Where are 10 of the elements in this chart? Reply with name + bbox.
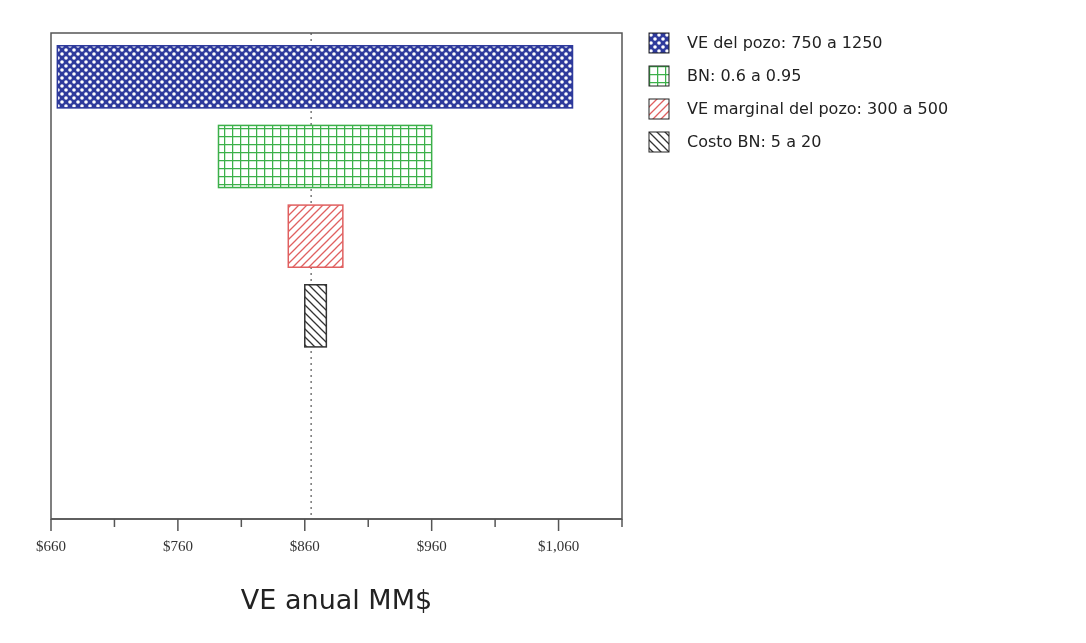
x-tick-label: $960 (416, 538, 447, 554)
x-tick-label: $760 (162, 538, 193, 554)
legend-label: BN: 0.6 a 0.95 (687, 66, 802, 85)
legend-label: VE marginal del pozo: 300 a 500 (687, 99, 949, 118)
legend-label: VE del pozo: 750 a 1250 (687, 33, 883, 52)
legend-label: Costo BN: 5 a 20 (687, 132, 822, 151)
x-tick-label: $660 (36, 538, 66, 554)
x-axis-title: VE anual MM$ (240, 584, 433, 615)
x-tick-label: $860 (289, 538, 320, 554)
x-tick-label: $1,060 (537, 538, 580, 554)
